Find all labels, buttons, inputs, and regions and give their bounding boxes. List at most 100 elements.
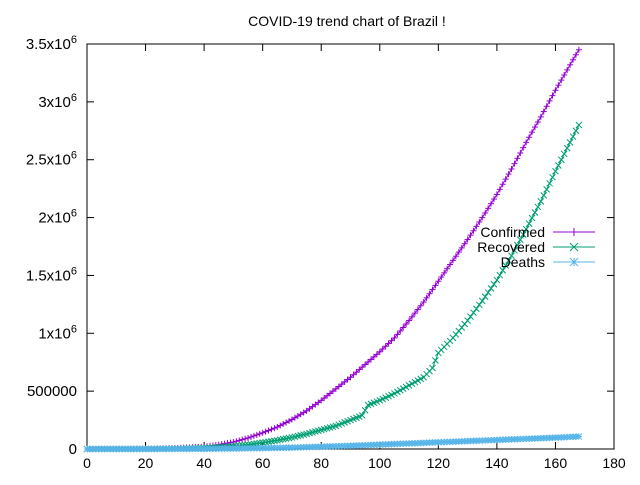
- data-point-confirmed: [499, 181, 506, 188]
- data-point-recovered: [475, 301, 483, 309]
- x-tick-label: 0: [83, 455, 91, 471]
- data-point-recovered: [531, 209, 539, 216]
- legend-label-recovered: Recovered: [477, 239, 545, 255]
- data-point-confirmed: [353, 369, 360, 376]
- plot-border: [86, 43, 615, 450]
- data-point-confirmed: [572, 51, 579, 58]
- data-point-recovered: [496, 271, 504, 279]
- data-point-recovered: [499, 266, 507, 274]
- data-point-confirmed: [543, 103, 550, 110]
- data-point-confirmed: [347, 374, 354, 381]
- data-point-confirmed: [449, 257, 456, 264]
- data-point-confirmed: [370, 353, 377, 360]
- y-tick-label: 2.5x106: [26, 150, 77, 169]
- x-tick-label: 60: [255, 455, 271, 471]
- data-point-recovered: [543, 185, 551, 193]
- data-point-confirmed: [570, 56, 577, 63]
- data-point-recovered: [563, 144, 571, 152]
- data-point-recovered: [502, 262, 510, 269]
- x-tick-label: 160: [544, 455, 568, 471]
- data-point-deaths: [575, 433, 583, 440]
- data-point-confirmed: [447, 261, 454, 268]
- data-point-recovered: [519, 231, 527, 238]
- data-point-confirmed: [505, 171, 512, 178]
- data-point-recovered: [566, 139, 574, 146]
- data-point-confirmed: [247, 433, 254, 440]
- data-point-confirmed: [417, 302, 424, 309]
- data-point-confirmed: [376, 348, 383, 355]
- data-point-recovered: [557, 156, 565, 164]
- series-deaths: [83, 433, 583, 453]
- data-point-recovered: [525, 220, 533, 227]
- data-point-confirmed: [511, 160, 518, 167]
- data-point-confirmed: [373, 351, 380, 358]
- data-point-recovered: [528, 214, 536, 222]
- data-point-confirmed: [558, 77, 565, 84]
- data-point-recovered: [549, 173, 556, 181]
- data-point-confirmed: [529, 129, 536, 136]
- data-point-confirmed: [426, 290, 433, 297]
- data-point-confirmed: [458, 244, 465, 251]
- data-point-confirmed: [493, 191, 500, 198]
- data-point-recovered: [516, 236, 524, 244]
- data-point-confirmed: [397, 327, 404, 334]
- data-point-recovered: [481, 293, 489, 301]
- data-point-recovered: [546, 179, 553, 187]
- data-point-confirmed: [271, 425, 278, 432]
- y-tick-label: 3.5x106: [26, 34, 77, 53]
- y-tick-label: 1x106: [38, 323, 77, 342]
- data-point-recovered: [560, 150, 568, 158]
- data-point-recovered: [540, 192, 548, 199]
- data-point-confirmed: [496, 186, 503, 193]
- data-point-recovered: [484, 289, 492, 296]
- data-point-confirmed: [464, 236, 471, 243]
- data-point-recovered: [358, 412, 366, 419]
- data-point-recovered: [569, 133, 577, 140]
- data-point-recovered: [487, 285, 495, 292]
- data-point-confirmed: [245, 435, 252, 442]
- data-point-confirmed: [476, 218, 483, 225]
- data-point-confirmed: [253, 431, 260, 438]
- data-point-recovered: [572, 127, 580, 135]
- data-point-confirmed: [526, 134, 533, 141]
- data-point-recovered: [511, 247, 518, 254]
- legend-marker-confirmed: [570, 228, 578, 236]
- data-point-confirmed: [242, 435, 249, 442]
- data-point-recovered: [490, 280, 498, 288]
- data-point-confirmed: [473, 223, 480, 230]
- data-point-confirmed: [283, 419, 290, 426]
- data-point-confirmed: [470, 227, 477, 234]
- data-point-confirmed: [256, 430, 263, 437]
- data-point-confirmed: [411, 310, 418, 317]
- data-point-confirmed: [461, 240, 468, 247]
- x-tick-label: 120: [427, 455, 451, 471]
- data-point-confirmed: [537, 113, 544, 120]
- data-point-confirmed: [362, 361, 369, 368]
- data-point-confirmed: [227, 439, 234, 446]
- data-point-recovered: [464, 317, 471, 324]
- data-point-confirmed: [455, 249, 462, 256]
- data-point-confirmed: [508, 165, 515, 172]
- data-point-confirmed: [286, 417, 293, 424]
- data-point-confirmed: [490, 196, 497, 203]
- data-point-confirmed: [549, 92, 556, 99]
- data-point-confirmed: [239, 436, 246, 443]
- data-point-confirmed: [382, 343, 389, 350]
- data-point-confirmed: [444, 265, 451, 272]
- data-point-confirmed: [502, 176, 509, 183]
- series-line-recovered: [87, 124, 580, 450]
- data-point-recovered: [575, 121, 583, 129]
- data-point-confirmed: [406, 317, 413, 324]
- data-point-confirmed: [423, 294, 430, 301]
- data-point-confirmed: [388, 337, 395, 344]
- data-point-confirmed: [441, 269, 448, 276]
- chart-title: COVID-19 trend chart of Brazil !: [248, 13, 446, 29]
- data-point-confirmed: [400, 324, 407, 331]
- data-point-recovered: [470, 309, 477, 317]
- series-layer: [83, 46, 583, 453]
- data-point-confirmed: [482, 209, 489, 216]
- data-point-confirmed: [546, 97, 553, 104]
- data-point-confirmed: [523, 139, 530, 146]
